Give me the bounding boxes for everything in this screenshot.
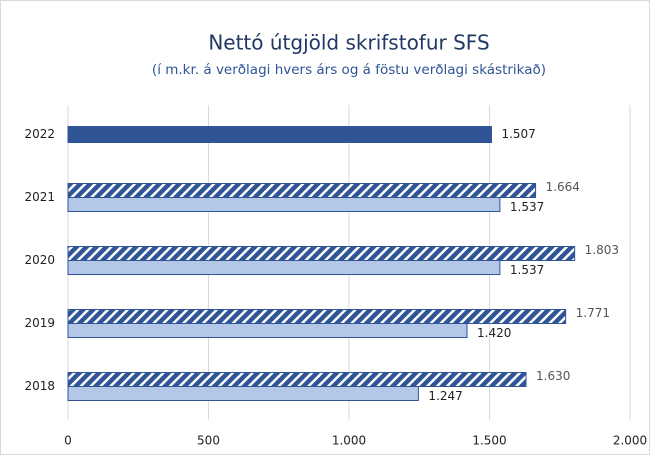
bar	[67, 372, 527, 387]
x-tick-label: 0	[64, 434, 72, 448]
bar	[67, 197, 501, 212]
value-label: 1.537	[510, 200, 544, 214]
bar	[67, 260, 501, 275]
y-tick-label: 2022	[24, 127, 55, 141]
value-label: 1.420	[477, 326, 511, 340]
x-tick-label: 1.500	[472, 434, 506, 448]
value-label: 1.630	[536, 369, 570, 383]
y-tick-label: 2020	[24, 253, 55, 267]
y-tick-label: 2018	[24, 379, 55, 393]
bar	[67, 309, 567, 324]
value-label: 1.803	[585, 243, 619, 257]
value-label: 1.507	[501, 127, 535, 141]
bar	[67, 183, 537, 198]
chart-subtitle: (í m.kr. á verðlagi hvers árs og á föstu…	[152, 62, 546, 78]
x-tick-label: 1.000	[332, 434, 366, 448]
y-tick-label: 2021	[24, 190, 55, 204]
value-label: 1.537	[510, 263, 544, 277]
chart-title: Nettó útgjöld skrifstofur SFS	[208, 31, 489, 55]
value-label: 1.247	[428, 389, 462, 403]
y-tick-label: 2019	[24, 316, 55, 330]
x-tick-label: 2.000	[613, 434, 647, 448]
value-label: 1.664	[546, 180, 580, 194]
value-label: 1.771	[576, 306, 610, 320]
x-tick-label: 500	[197, 434, 220, 448]
bar	[67, 323, 468, 338]
bar	[67, 126, 492, 143]
bar	[67, 386, 419, 401]
bar	[67, 246, 576, 261]
